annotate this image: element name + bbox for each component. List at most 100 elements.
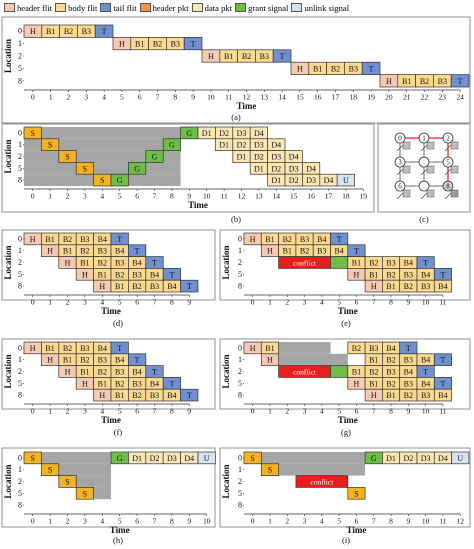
y-axis-label: Location [3, 464, 13, 498]
flit-label: B1 [352, 368, 361, 377]
x-axis-label: Time [101, 306, 121, 316]
flit-label: B1 [135, 40, 144, 49]
row-label: 5 [238, 270, 242, 279]
time-tick-label: 0 [251, 517, 255, 526]
panel-caption: (i) [342, 535, 350, 545]
flit-label: B4 [404, 368, 413, 377]
flit-label: B2 [153, 40, 162, 49]
flit-cell-U [197, 451, 216, 465]
flit-label: G [169, 141, 175, 150]
time-tick-label: 13 [255, 192, 263, 201]
router-icon [426, 141, 435, 150]
time-tick-label: 6 [135, 407, 139, 416]
time-tick-label: 15 [296, 93, 304, 102]
flit-label: S [100, 176, 104, 185]
time-tick-label: 3 [83, 517, 87, 526]
time-tick-label: 17 [325, 192, 333, 201]
row-label: 8 [238, 282, 242, 291]
time-tick-label: 2 [66, 517, 70, 526]
x-axis-label: Time [338, 306, 358, 316]
time-tick-label: 10 [207, 93, 215, 102]
mesh-stub [444, 144, 452, 152]
flit-label: B2 [386, 270, 395, 279]
time-tick-label: 6 [355, 298, 359, 307]
flit-label: D3 [254, 141, 264, 150]
flit-label: B2 [404, 391, 413, 400]
row-label: 5 [18, 270, 22, 279]
flit-cell-S [23, 451, 42, 465]
flit-label: D4 [289, 153, 299, 162]
flit-label: D3 [271, 153, 281, 162]
y-axis-label: Location [3, 39, 13, 73]
router-icon [426, 165, 435, 174]
flit-label: B3 [317, 247, 326, 256]
flit-cell-S [260, 463, 279, 476]
flit-label: B1 [98, 379, 107, 388]
flit-label: D4 [324, 176, 334, 185]
time-tick-label: 16 [314, 93, 322, 102]
flit-label: B2 [98, 259, 107, 268]
panel-h: Location 0 1 2 5 8 S S S S G D1 D2 D3 D4 U 0 1 2 3 4 5 6 7 8 9 10 T… [1, 447, 216, 545]
time-tick-label: 9 [406, 298, 410, 307]
flit-label: T [169, 270, 174, 279]
mesh-node [394, 156, 406, 168]
flit-label: B2 [63, 235, 72, 244]
flit-cell-B [433, 388, 452, 402]
flit-cell-U [451, 451, 470, 465]
legend-label: header pkt [152, 2, 189, 13]
time-tick-label: 1 [48, 298, 52, 307]
row-label: 5 [238, 489, 242, 498]
flit-label: B2 [64, 27, 73, 36]
shaded-region [76, 475, 111, 488]
flit-label: B4 [98, 235, 107, 244]
y-axis-label: Location [221, 354, 231, 388]
flit-label: T [152, 259, 157, 268]
shaded-region [278, 342, 331, 354]
flit-label: S [268, 466, 272, 475]
flit-label: B3 [386, 368, 395, 377]
time-tick-label: 1 [268, 407, 272, 416]
flit-label: B1 [224, 52, 233, 61]
mesh-node [418, 180, 430, 192]
mesh-node [394, 132, 406, 144]
flit-label: B1 [402, 77, 411, 86]
time-tick-label: 10 [422, 298, 430, 307]
router-icon [450, 189, 459, 198]
time-tick-label: 6 [355, 517, 359, 526]
flit-label: D1 [254, 164, 264, 173]
flit-label: T [191, 40, 196, 49]
flit-label: B4 [132, 259, 141, 268]
flit-label: B1 [386, 282, 395, 291]
flit-label: B3 [98, 356, 107, 365]
flit-label: B2 [386, 356, 395, 365]
flit-label: T [152, 368, 157, 377]
flit-cell-T [180, 388, 199, 402]
time-tick-label: 4 [102, 93, 106, 102]
time-tick-label: 2 [66, 192, 70, 201]
row-label: 0 [18, 234, 22, 243]
time-tick-label: 16 [307, 192, 315, 201]
flit-label: conflict [293, 259, 317, 268]
flit-label: B2 [80, 356, 89, 365]
time-tick-label: 9 [187, 517, 191, 526]
flit-label: B1 [115, 391, 124, 400]
time-tick-label: 7 [153, 298, 157, 307]
time-tick-label: 1 [268, 298, 272, 307]
flit-label: B4 [150, 270, 159, 279]
time-tick-label: 8 [170, 298, 174, 307]
time-tick-label: 1 [48, 192, 52, 201]
flit-label: H [250, 235, 256, 244]
time-tick-label: 5 [118, 517, 122, 526]
flit-label: B4 [115, 356, 124, 365]
mesh-node-label: 3 [398, 159, 402, 167]
flit-label: B3 [260, 52, 269, 61]
flit-cell-S [58, 475, 77, 488]
time-tick-label: 2 [285, 407, 289, 416]
panel-caption: (b) [231, 214, 241, 224]
flit-label: U [343, 176, 349, 185]
time-tick-label: 0 [31, 93, 35, 102]
flit-label: T [441, 270, 446, 279]
mesh-node [442, 156, 454, 168]
time-tick-label: 0 [251, 298, 255, 307]
